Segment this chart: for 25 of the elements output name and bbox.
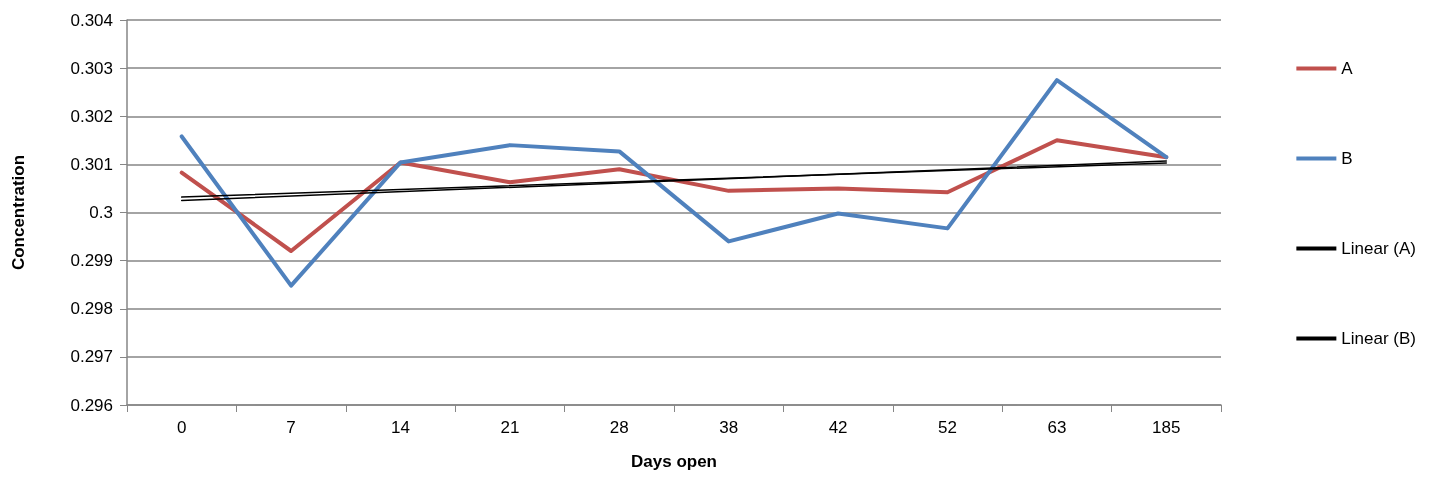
y-tick-label: 0.298 — [70, 299, 113, 319]
y-tick-label: 0.303 — [70, 58, 113, 78]
x-tick-label: 21 — [500, 418, 520, 437]
y-tick-label: 0.302 — [70, 106, 113, 126]
x-tick-label: 0 — [176, 418, 187, 437]
y-tick-label: 0.3 — [89, 203, 113, 222]
legend-label: A — [1341, 59, 1354, 78]
x-tick-label: 185 — [1152, 418, 1181, 437]
x-axis-title: Days open — [631, 452, 717, 471]
x-tick-label: 38 — [719, 418, 739, 437]
y-tick-label: 0.297 — [70, 347, 113, 367]
x-tick-label: 7 — [286, 418, 296, 437]
x-tick-label: 63 — [1047, 418, 1067, 437]
x-tick-label: 28 — [609, 418, 629, 437]
legend-label: Linear (A) — [1341, 239, 1416, 258]
legend-label: Linear (B) — [1341, 329, 1416, 348]
y-tick-label: 0.296 — [70, 395, 113, 415]
y-axis-title: Concentration — [9, 154, 28, 271]
x-tick-label: 14 — [391, 418, 410, 437]
legend-label: B — [1341, 149, 1353, 168]
y-tick-label: 0.299 — [70, 251, 113, 271]
x-tick-label: 42 — [828, 418, 848, 437]
y-tick-label: 0.304 — [70, 10, 113, 30]
y-tick-label: 0.301 — [70, 154, 113, 174]
x-tick-label: 52 — [938, 418, 957, 437]
